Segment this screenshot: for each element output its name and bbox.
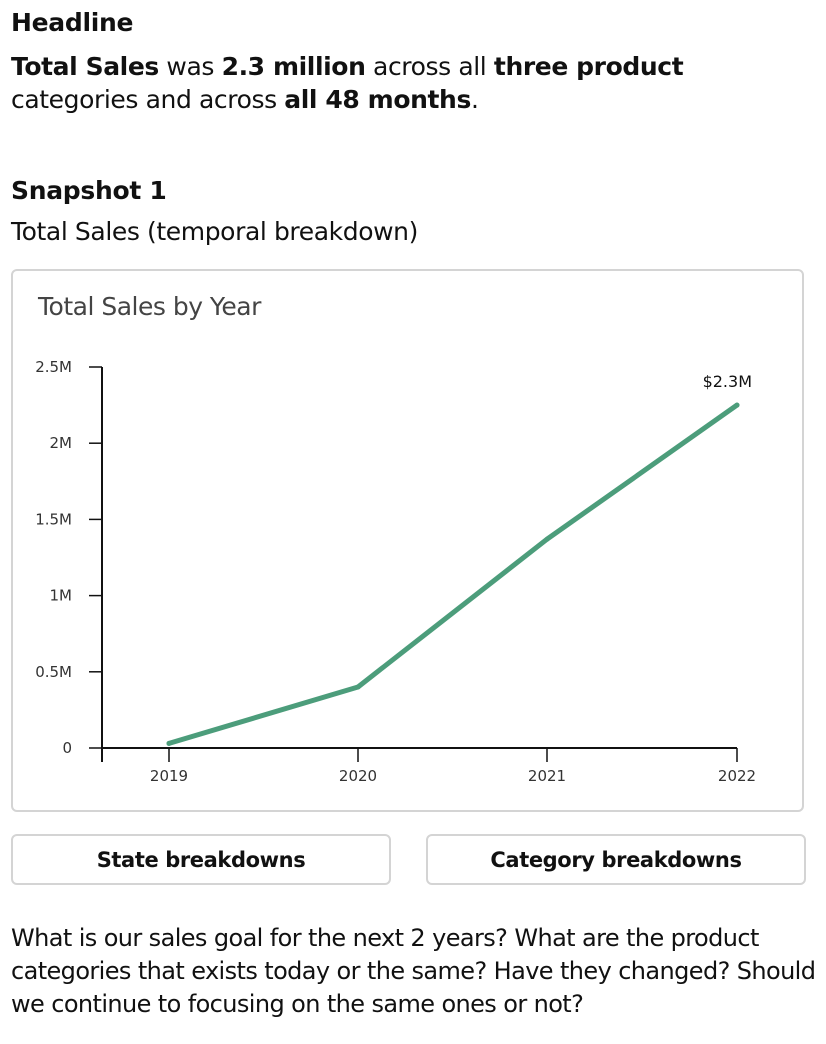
headline-amount: 2.3 million: [221, 52, 366, 81]
y-tick-label-2: 1M: [50, 587, 73, 605]
data-point-2021: [544, 536, 550, 542]
x-tick-label-0: 2019: [150, 767, 188, 785]
data-point-2019: [166, 740, 172, 746]
headline-text-3: categories and across: [11, 85, 285, 114]
y-tick-label-5: 2.5M: [35, 358, 72, 376]
snapshot-title: Snapshot 1: [11, 176, 167, 205]
headline-title: Headline: [11, 8, 134, 37]
chart-card: Total Sales by Year 0 0.5M 1M 1.5M 2M 2.5M 201…: [11, 269, 804, 812]
headline-categories: three product: [493, 52, 684, 81]
question-text: What is our sales goal for the next 2 ye…: [11, 924, 816, 1018]
chart-title: Total Sales by Year: [38, 292, 261, 321]
sales-line-chart: 0 0.5M 1M 1.5M 2M 2.5M 2019 2020 2021 2022 $2.3M: [35, 358, 756, 785]
headline-text-1: was: [158, 52, 222, 81]
y-tick-label-4: 2M: [50, 434, 73, 452]
headline-total-sales: Total Sales: [11, 52, 159, 81]
headline-text-4: .: [470, 85, 479, 114]
x-tick-label-1: 2020: [339, 767, 377, 785]
y-tick-label-1: 0.5M: [35, 663, 72, 681]
category-breakdowns-button[interactable]: Category breakdowns: [426, 834, 806, 885]
y-tick-label-3: 1.5M: [35, 510, 72, 528]
state-breakdowns-button[interactable]: State breakdowns: [11, 834, 391, 885]
headline-text: Total Sales was 2.3 million across all t…: [11, 50, 811, 116]
x-tick-label-3: 2022: [718, 767, 756, 785]
data-point-2020: [355, 684, 361, 690]
data-point-2022: [734, 402, 740, 408]
x-tick-label-2: 2021: [528, 767, 566, 785]
snapshot-subtitle: Total Sales (temporal breakdown): [11, 217, 418, 246]
series-line-0: [166, 402, 740, 746]
data-label-2022: $2.3M: [703, 372, 752, 391]
y-tick-label-0: 0: [62, 739, 72, 757]
headline-months: all 48 months: [284, 85, 471, 114]
headline-text-2: across all: [365, 52, 494, 81]
